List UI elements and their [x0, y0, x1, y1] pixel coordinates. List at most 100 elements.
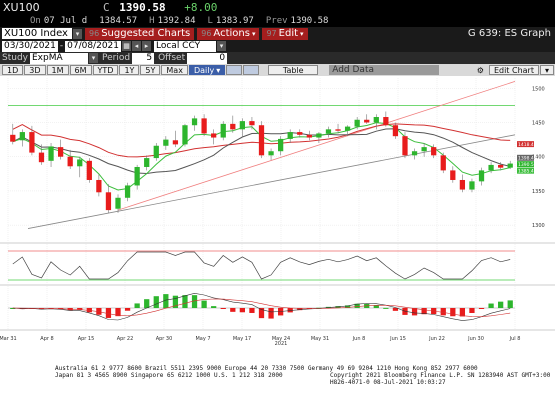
calendar-icon[interactable]: ▦	[122, 41, 131, 51]
chart-style-bar-icon[interactable]	[243, 65, 260, 75]
period-max-button[interactable]: Max	[161, 65, 188, 75]
x-tick-label: Jun 22	[428, 336, 445, 342]
security-field[interactable]: XU100 Index	[2, 28, 72, 39]
x-tick-label: Apr 22	[117, 336, 134, 342]
x-tick-label: May 17	[233, 336, 251, 342]
histogram-bar	[172, 295, 179, 308]
actions-button[interactable]: 96 Actions ▾	[197, 27, 260, 40]
trend-line-red	[117, 81, 516, 211]
ohlc-bar: On 07 Jul d 1384.57 H 1392.84 L 1383.97 …	[0, 14, 555, 27]
add-data-field[interactable]: Add Data	[329, 65, 440, 75]
period-1y-button[interactable]: 1Y	[119, 65, 140, 75]
period-5y-button[interactable]: 5Y	[140, 65, 161, 75]
period-1d-button[interactable]: 1D	[2, 65, 24, 75]
y-tick-label: 1300	[532, 223, 545, 229]
edit-button[interactable]: 97 Edit ▾	[262, 27, 308, 40]
back-arrow-icon[interactable]: ◂	[132, 41, 141, 51]
candle	[383, 117, 389, 126]
currency-field[interactable]: Local CCY	[154, 40, 216, 52]
candle	[211, 133, 217, 138]
period-label: Period	[102, 53, 131, 63]
candle	[488, 164, 494, 171]
chart-options-icon[interactable]: ▾	[539, 65, 554, 75]
oscillator-panel	[8, 250, 515, 281]
candle	[325, 129, 332, 134]
candle	[57, 147, 64, 157]
histogram-bar	[450, 308, 456, 317]
offset-field[interactable]: 0	[187, 52, 228, 64]
candle	[67, 156, 73, 167]
histogram-bar	[297, 308, 303, 311]
price-tag	[517, 141, 534, 148]
candle	[431, 147, 437, 156]
suggested-charts-button[interactable]: 96 Suggested Charts	[85, 27, 195, 40]
histogram-bar	[411, 308, 418, 316]
histogram-bar	[10, 308, 16, 309]
footer-contacts-line2: Japan 81 3 4565 8900 Singapore 65 6212 1…	[55, 372, 283, 379]
security-dropdown-icon[interactable]: ▾	[73, 28, 82, 39]
x-tick-label: Apr 15	[78, 336, 95, 342]
candle	[440, 155, 446, 171]
prev-label: Prev	[265, 15, 288, 26]
actions-label: Actions	[213, 28, 250, 39]
period-6m-button[interactable]: 6M	[69, 65, 92, 75]
candle	[115, 197, 121, 209]
candle	[498, 164, 504, 168]
edit-chart-button[interactable]: Edit Chart	[488, 65, 539, 75]
period-field[interactable]: 5	[132, 52, 155, 64]
histogram-bar	[287, 308, 293, 313]
histogram-bar	[220, 308, 226, 309]
price-chart[interactable]: Mar 31 Apr 8 Apr 15 Apr 22 Apr 30 May 7 May 17…	[0, 76, 555, 345]
candle	[306, 134, 312, 138]
axis-labels: Mar 31 Apr 8 Apr 15 Apr 22 Apr 30 May 7 May 17…	[0, 86, 545, 345]
study-dropdown-icon[interactable]: ▾	[89, 53, 98, 63]
period-1m-button[interactable]: 1M	[46, 65, 69, 75]
start-date-field[interactable]: 03/30/2021	[2, 40, 58, 52]
currency-dropdown-icon[interactable]: ▾	[217, 41, 226, 51]
table-button[interactable]: Table	[268, 65, 319, 75]
period-ytd-button[interactable]: YTD	[92, 65, 119, 75]
candle	[392, 125, 399, 137]
study-field[interactable]: ExpMA	[30, 52, 88, 64]
x-tick-label: May 7	[195, 336, 210, 342]
histogram-bar	[383, 307, 389, 309]
low-label: L	[207, 15, 213, 26]
histogram-bar	[498, 301, 504, 308]
candle	[163, 139, 169, 146]
candle	[287, 132, 293, 139]
high-value: 1392.84	[157, 15, 196, 26]
edit-chart-icon[interactable]: ⚙	[476, 65, 484, 75]
period-3d-button[interactable]: 3D	[24, 65, 46, 75]
candlestick-panel	[0, 78, 555, 331]
end-date-field[interactable]: 07/08/2021	[65, 40, 121, 52]
x-tick-label: May 31	[311, 336, 329, 342]
histogram-bar	[191, 295, 198, 308]
x-tick-label: Jul 8	[509, 336, 521, 342]
quote-date: 07 Jul d	[43, 15, 88, 26]
forward-arrow-icon[interactable]: ▸	[142, 41, 151, 51]
suggested-charts-label: Suggested Charts	[101, 28, 191, 39]
candle	[48, 146, 54, 161]
candle	[469, 181, 475, 190]
candle	[450, 170, 456, 180]
histogram-bar	[124, 308, 131, 311]
price-tag-label: 1398.40	[518, 156, 537, 162]
prev-value: 1390.58	[290, 15, 329, 26]
ticker-label: XU100	[3, 0, 40, 14]
candle	[172, 140, 179, 145]
footer: Australia 61 2 9777 8600 Brazil 5511 239…	[0, 345, 555, 400]
histogram-bar	[96, 308, 102, 315]
candle	[230, 123, 236, 130]
last-price-value: 1390.58	[119, 0, 166, 14]
command-toolbar: XU100 Index ▾ 96 Suggested Charts 96 Act…	[0, 27, 555, 40]
histogram-bar	[105, 308, 112, 318]
frequency-dropdown[interactable]: Daily ▾	[188, 65, 226, 75]
edit-chevron-down-icon: ▾	[300, 29, 304, 38]
x-tick-label: Jun 15	[389, 336, 406, 342]
candle	[402, 136, 408, 156]
histogram-bar	[230, 308, 236, 312]
histogram-panel	[8, 292, 515, 321]
chart-style-line-icon[interactable]	[226, 65, 243, 75]
candle	[10, 134, 16, 142]
last-price: C 1390.58 +8.00	[103, 1, 217, 14]
